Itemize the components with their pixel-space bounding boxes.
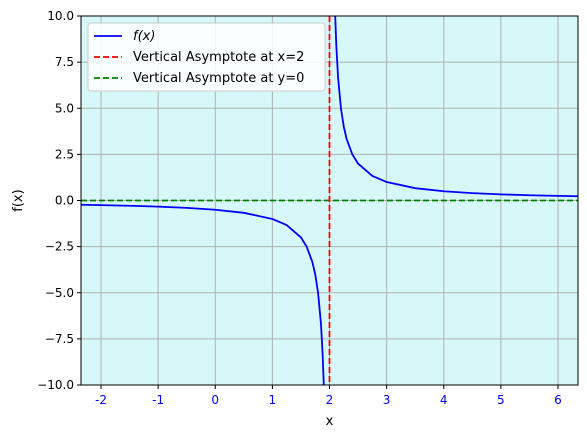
x-tick-label: -2 — [95, 393, 107, 407]
x-tick-label: 4 — [440, 393, 448, 407]
x-tick-label: -1 — [152, 393, 164, 407]
x-tick-label: 1 — [269, 393, 277, 407]
fx-curve-segment-1 — [80, 203, 325, 386]
x-axis-ticks: -2 -1 0 1 2 3 4 5 6 — [95, 385, 562, 407]
legend: f(x) Vertical Asymptote at x=2 Vertical … — [87, 22, 326, 92]
x-tick-label: 3 — [383, 393, 391, 407]
y-tick-label: 2.5 — [55, 147, 74, 161]
y-tick-label: 5.0 — [55, 101, 74, 115]
y-axis-ticks: 10.0 7.5 5.0 2.5 0.0 −2.5 −5.0 −7.5 −10.0 — [37, 9, 81, 392]
legend-label-asymptote-x2: Vertical Asymptote at x=2 — [133, 50, 304, 65]
fx-curve-segment-2 — [334, 15, 579, 198]
y-tick-label: 10.0 — [47, 9, 74, 23]
legend-box — [87, 22, 326, 92]
legend-label-asymptote-y0: Vertical Asymptote at y=0 — [133, 71, 304, 86]
y-tick-label: 7.5 — [55, 55, 74, 69]
y-tick-label: −7.5 — [45, 332, 74, 346]
x-tick-label: 0 — [211, 393, 219, 407]
x-tick-label: 6 — [554, 393, 562, 407]
x-tick-label: 5 — [497, 393, 505, 407]
y-tick-label: −2.5 — [45, 240, 74, 254]
x-tick-label: 2 — [326, 393, 334, 407]
y-tick-label: 0.0 — [55, 194, 74, 208]
y-tick-label: −10.0 — [37, 378, 74, 392]
legend-label-fx: f(x) — [133, 29, 155, 44]
x-axis-label: x — [326, 414, 334, 429]
y-axis-label: f(x) — [11, 189, 26, 211]
y-tick-label: −5.0 — [45, 286, 74, 300]
